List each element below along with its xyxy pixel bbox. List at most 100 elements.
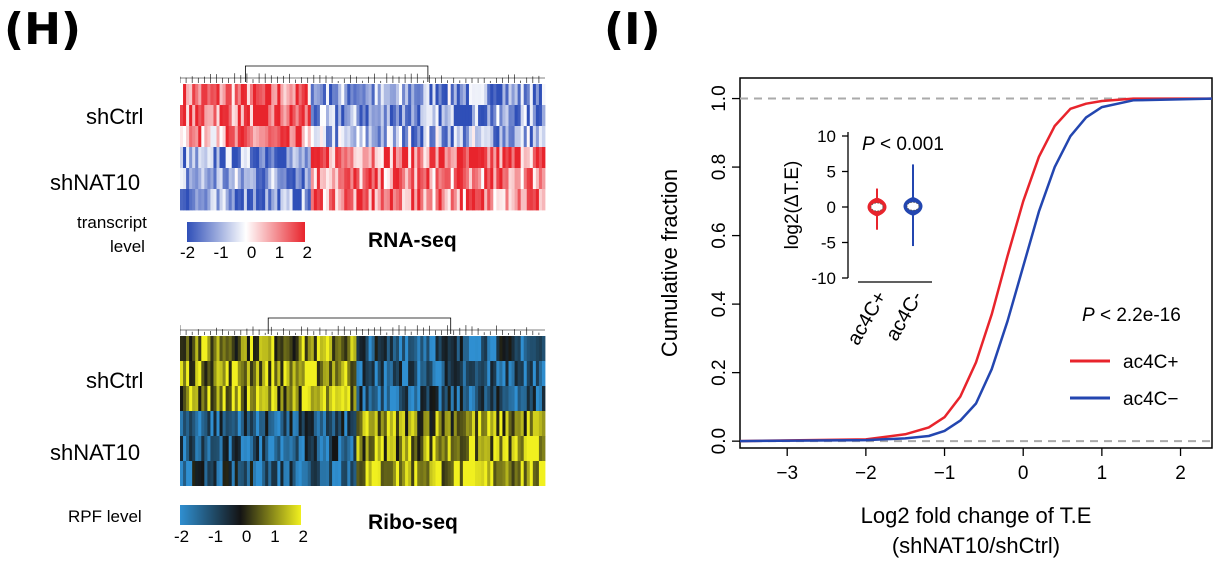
heatmap-cell xyxy=(228,84,233,106)
ribo-tick: 2 xyxy=(298,527,308,546)
heatmap-cell xyxy=(313,386,318,412)
heatmap-cell xyxy=(262,461,266,486)
heatmap-cell xyxy=(420,105,424,127)
heatmap-cell xyxy=(319,84,324,106)
heatmap-cell xyxy=(399,105,403,127)
heatmap-cell xyxy=(520,461,525,486)
heatmap-cell xyxy=(274,361,278,387)
heatmap-cell xyxy=(514,126,519,148)
heatmap-cell xyxy=(508,436,512,462)
heatmap-cell xyxy=(225,461,230,486)
heatmap-cell xyxy=(298,386,303,412)
heatmap-cell xyxy=(465,189,470,211)
heatmap-cell xyxy=(249,126,254,148)
heatmap-cell xyxy=(219,336,223,362)
heatmap-cell xyxy=(435,168,439,190)
heatmap-cell xyxy=(432,147,436,169)
heatmap-cell xyxy=(189,436,193,462)
heatmap-cell xyxy=(268,336,272,362)
heatmap-cell xyxy=(231,189,236,211)
heatmap-cell xyxy=(186,168,190,190)
heatmap-cell xyxy=(414,411,418,437)
heatmap-cell xyxy=(243,336,248,362)
heatmap-cell xyxy=(240,84,245,106)
heatmap-cell xyxy=(541,84,546,106)
rna-tick: -2 xyxy=(180,243,196,262)
heatmap-cell xyxy=(505,168,509,190)
heatmap-cell xyxy=(514,147,519,169)
heatmap-cell xyxy=(319,126,324,148)
heatmap-cell xyxy=(231,411,236,437)
heatmap-cell xyxy=(307,189,312,211)
heatmap-cell xyxy=(465,411,470,437)
heatmap-cell xyxy=(310,105,315,127)
heatmap-cell xyxy=(274,436,278,462)
heatmap-cell xyxy=(249,105,254,127)
heatmap-cell xyxy=(271,126,275,148)
heatmap-cell xyxy=(423,436,427,462)
heatmap-cell xyxy=(365,461,369,486)
heatmap-cell xyxy=(487,461,491,486)
heatmap-cell xyxy=(313,361,318,387)
heatmap-cell xyxy=(356,361,360,387)
heatmap-cell xyxy=(234,436,239,462)
heatmap-cell xyxy=(420,84,424,106)
heatmap-cell xyxy=(529,361,534,387)
heatmap-cell xyxy=(478,168,482,190)
heatmap-cell xyxy=(222,461,227,486)
heatmap-cell xyxy=(377,168,382,190)
heatmap-cell xyxy=(292,386,296,412)
heatmap-cell xyxy=(246,411,251,437)
heatmap-cell xyxy=(520,436,525,462)
heatmap-cell xyxy=(526,386,531,412)
heatmap-cell xyxy=(259,147,263,169)
heatmap-cell xyxy=(505,361,509,387)
heatmap-cell xyxy=(280,361,284,387)
heatmap-cell xyxy=(195,105,199,127)
heatmap-cell xyxy=(399,168,403,190)
heatmap-cell xyxy=(526,361,531,387)
heatmap-cell xyxy=(274,386,278,412)
heatmap-cell xyxy=(389,336,394,362)
heatmap-cell xyxy=(402,84,406,106)
rna-colorbar xyxy=(187,222,305,242)
heatmap-cell xyxy=(383,386,388,412)
heatmap-cell xyxy=(253,105,257,127)
heatmap-cell xyxy=(246,436,251,462)
heatmap-cell xyxy=(277,84,281,106)
heatmap-cell xyxy=(496,336,500,362)
heatmap-cell xyxy=(423,336,427,362)
heatmap-cell xyxy=(289,126,293,148)
heatmap-cell xyxy=(216,436,220,462)
heatmap-cell xyxy=(499,461,503,486)
heatmap-cell xyxy=(222,168,227,190)
heatmap-cell xyxy=(459,168,464,190)
heatmap-cell xyxy=(356,168,360,190)
heatmap-cell xyxy=(426,168,430,190)
ribo-heatmap xyxy=(180,317,546,486)
heatmap-cell xyxy=(326,105,330,127)
heatmap-cell xyxy=(356,461,360,486)
heatmap-cell xyxy=(472,386,476,412)
heatmap-cell xyxy=(341,411,345,437)
heatmap-cell xyxy=(490,126,494,148)
heatmap-cell xyxy=(353,168,357,190)
heatmap-cell xyxy=(319,386,324,412)
heatmap-cell xyxy=(508,336,512,362)
heatmap-cell xyxy=(201,436,205,462)
heatmap-cell xyxy=(371,386,376,412)
heatmap-cell xyxy=(420,147,424,169)
heatmap-cell xyxy=(195,147,199,169)
heatmap-cell xyxy=(453,336,458,362)
heatmap-cell xyxy=(511,147,515,169)
heatmap-cell xyxy=(465,168,470,190)
heatmap-cell xyxy=(322,84,327,106)
heatmap-cell xyxy=(313,147,318,169)
heatmap-cell xyxy=(508,126,512,148)
heatmap-cell xyxy=(359,126,363,148)
heatmap-cell xyxy=(444,461,449,486)
heatmap-cell xyxy=(216,189,220,211)
heatmap-cell xyxy=(502,147,506,169)
heatmap-cell xyxy=(322,411,327,437)
